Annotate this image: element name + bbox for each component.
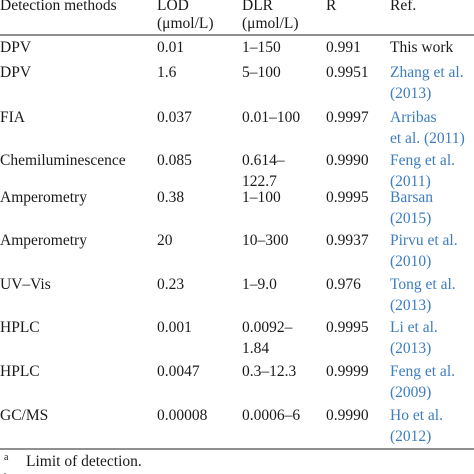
- header-cell: Detection methods: [0, 0, 117, 14]
- footnote-mark: a: [4, 452, 9, 463]
- reference: (2012): [390, 428, 431, 445]
- table-cell: 0.00008: [157, 407, 208, 424]
- reference: (2010): [390, 253, 431, 270]
- table-cell: 1–150: [242, 39, 281, 56]
- reference: (2009): [390, 384, 431, 401]
- reference: (2015): [390, 210, 431, 227]
- header-cell: DLR: [242, 0, 274, 14]
- reference: Feng et al.: [390, 152, 455, 169]
- table-cell: 5–100: [242, 64, 281, 81]
- header-cell: LOD: [157, 0, 189, 14]
- reference: Li et al.: [390, 319, 438, 336]
- table-cell: UV–Vis: [0, 276, 51, 293]
- table-cell: HPLC: [0, 319, 40, 336]
- table-cell: 0.23: [157, 276, 184, 293]
- table-cell: 0.001: [157, 319, 192, 336]
- reference: (2013): [390, 297, 431, 314]
- table-cell: 0.9995: [326, 189, 369, 206]
- table-cell: 0.037: [157, 109, 192, 126]
- footnote-text: Limit of detection.: [26, 453, 142, 470]
- table-cell: 1.84: [242, 340, 269, 357]
- table-cell: DPV: [0, 39, 32, 56]
- header-cell: Ref.: [390, 0, 416, 14]
- reference: (2011): [390, 173, 431, 190]
- table-cell: 0.38: [157, 189, 184, 206]
- table-cell: 0.976: [326, 276, 361, 293]
- footnote-mark: b: [4, 472, 9, 474]
- table-cell: 0.9990: [326, 152, 369, 169]
- table-cell: 0.9995: [326, 319, 369, 336]
- reference: Pirvu et al.: [390, 232, 458, 249]
- reference: This work: [390, 39, 454, 56]
- table-cell: GC/MS: [0, 407, 48, 424]
- table-cell: 20: [157, 232, 173, 249]
- table-cell: 0.991: [326, 39, 361, 56]
- reference: Tong et al.: [390, 276, 456, 293]
- table-cell: 0.614–: [242, 152, 285, 169]
- reference: Barsan: [390, 189, 433, 206]
- table-cell: 0.0092–: [242, 319, 293, 336]
- table-cell: 122.7: [242, 173, 277, 190]
- table-cell: 0.085: [157, 152, 192, 169]
- table-cell: 0.9951: [326, 64, 369, 81]
- table-cell: Chemiluminescence: [0, 152, 126, 169]
- table-cell: DPV: [0, 64, 32, 81]
- reference: (2013): [390, 340, 431, 357]
- reference: (2013): [390, 85, 431, 102]
- table-cell: 0.9937: [326, 232, 369, 249]
- reference: Ho et al.: [390, 407, 443, 424]
- table-cell: Amperometry: [0, 232, 87, 249]
- table-cell: Amperometry: [0, 189, 87, 206]
- reference: et al. (2011): [390, 130, 465, 147]
- header-cell: R: [326, 0, 337, 14]
- table-cell: FIA: [0, 109, 26, 126]
- table-cell: 0.01: [157, 39, 184, 56]
- table-cell: 1–100: [242, 189, 281, 206]
- table-cell: 0.9997: [326, 109, 369, 126]
- table-cell: 0.9990: [326, 407, 369, 424]
- reference: Zhang et al.: [390, 64, 464, 81]
- reference: Feng et al.: [390, 363, 455, 380]
- header-cell: (μmol/L): [242, 15, 299, 32]
- header-cell: (μmol/L): [157, 15, 214, 32]
- table-cell: 1–9.0: [242, 276, 277, 293]
- table-cell: 0.01–100: [242, 109, 300, 126]
- table-cell: 1.6: [157, 64, 177, 81]
- table-cell: 0.0047: [157, 363, 200, 380]
- table-cell: 0.3–12.3: [242, 363, 297, 380]
- table-cell: 0.9999: [326, 363, 369, 380]
- reference: Arribas: [390, 109, 437, 126]
- table-cell: HPLC: [0, 363, 40, 380]
- table-cell: 0.0006–6: [242, 407, 300, 424]
- table-cell: 10–300: [242, 232, 289, 249]
